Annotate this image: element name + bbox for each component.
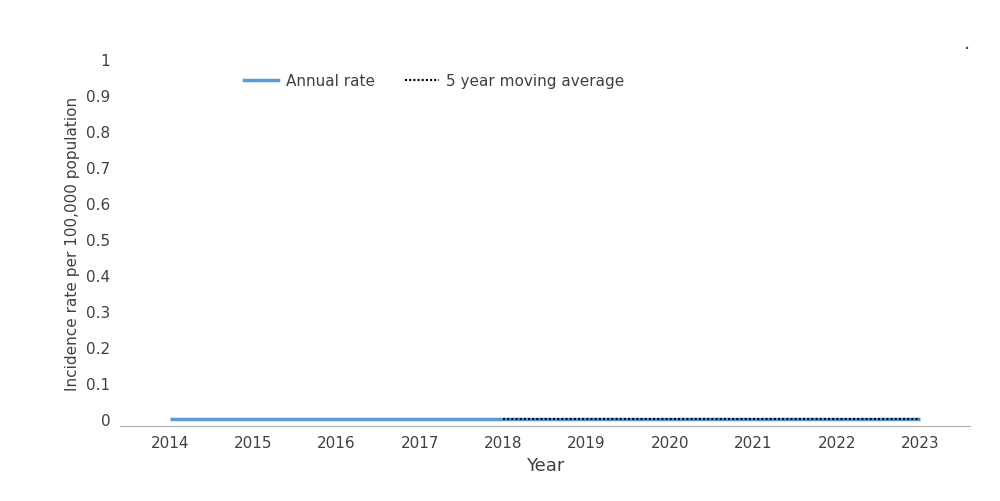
X-axis label: Year: Year bbox=[526, 456, 564, 474]
Text: .: . bbox=[964, 34, 970, 53]
Legend: Annual rate, 5 year moving average: Annual rate, 5 year moving average bbox=[238, 68, 631, 95]
Y-axis label: Incidence rate per 100,000 population: Incidence rate per 100,000 population bbox=[65, 96, 80, 390]
